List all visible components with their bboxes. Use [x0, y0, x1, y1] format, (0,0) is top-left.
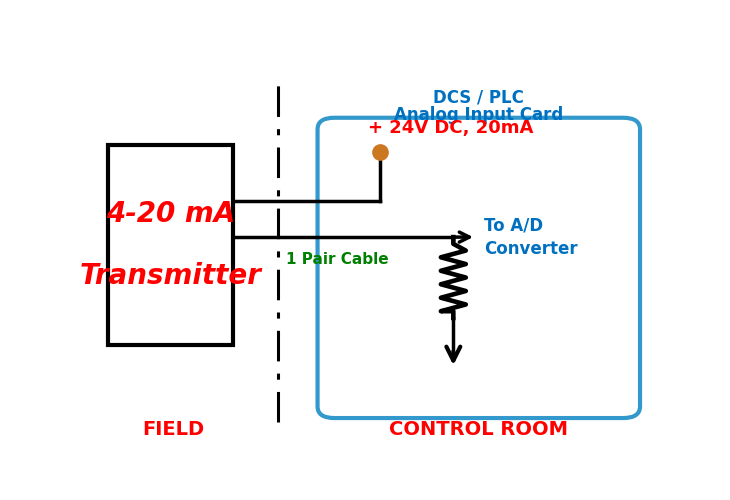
Text: Analog Input Card: Analog Input Card [394, 106, 564, 124]
Bar [108, 144, 233, 345]
Text: Converter: Converter [485, 240, 578, 258]
Text: Transmitter: Transmitter [80, 262, 261, 289]
FancyBboxPatch shape [318, 118, 640, 418]
Text: CONTROL ROOM: CONTROL ROOM [389, 420, 568, 439]
Text: + 24V DC, 20mA: + 24V DC, 20mA [369, 119, 534, 137]
Text: To A/D: To A/D [485, 216, 544, 234]
Text: 4-20 mA: 4-20 mA [106, 200, 235, 228]
Text: 1 Pair Cable: 1 Pair Cable [286, 252, 389, 268]
Text: DCS / PLC: DCS / PLC [434, 88, 524, 106]
Text: FIELD: FIELD [142, 420, 204, 439]
